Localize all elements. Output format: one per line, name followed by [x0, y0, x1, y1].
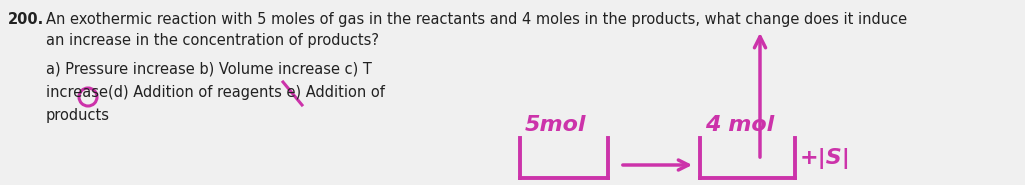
Text: increase(d) Addition of reagents e) Addition of: increase(d) Addition of reagents e) Addi…	[46, 85, 384, 100]
Text: An exothermic reaction with 5 moles of gas in the reactants and 4 moles in the p: An exothermic reaction with 5 moles of g…	[46, 12, 907, 27]
Text: +|S|: +|S|	[800, 148, 851, 169]
Text: products: products	[46, 108, 110, 123]
Text: an increase in the concentration of products?: an increase in the concentration of prod…	[46, 33, 379, 48]
Text: a) Pressure increase b) Volume increase c) T: a) Pressure increase b) Volume increase …	[46, 62, 372, 77]
Text: 4 mol: 4 mol	[705, 115, 774, 135]
Text: 200.: 200.	[8, 12, 44, 27]
Text: 5mol: 5mol	[525, 115, 586, 135]
